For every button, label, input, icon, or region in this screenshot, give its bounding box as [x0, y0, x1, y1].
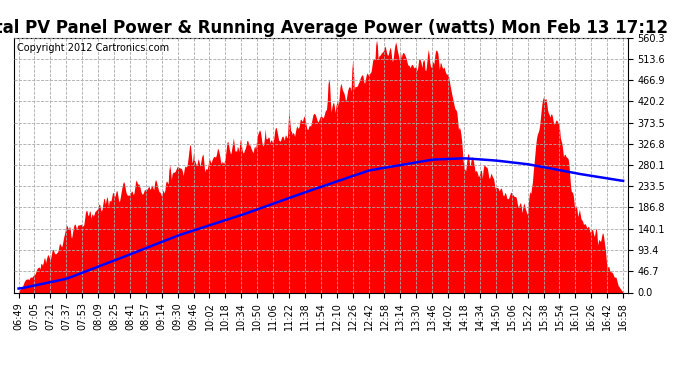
Text: Copyright 2012 Cartronics.com: Copyright 2012 Cartronics.com: [17, 43, 169, 52]
Title: Total PV Panel Power & Running Average Power (watts) Mon Feb 13 17:12: Total PV Panel Power & Running Average P…: [0, 20, 668, 38]
